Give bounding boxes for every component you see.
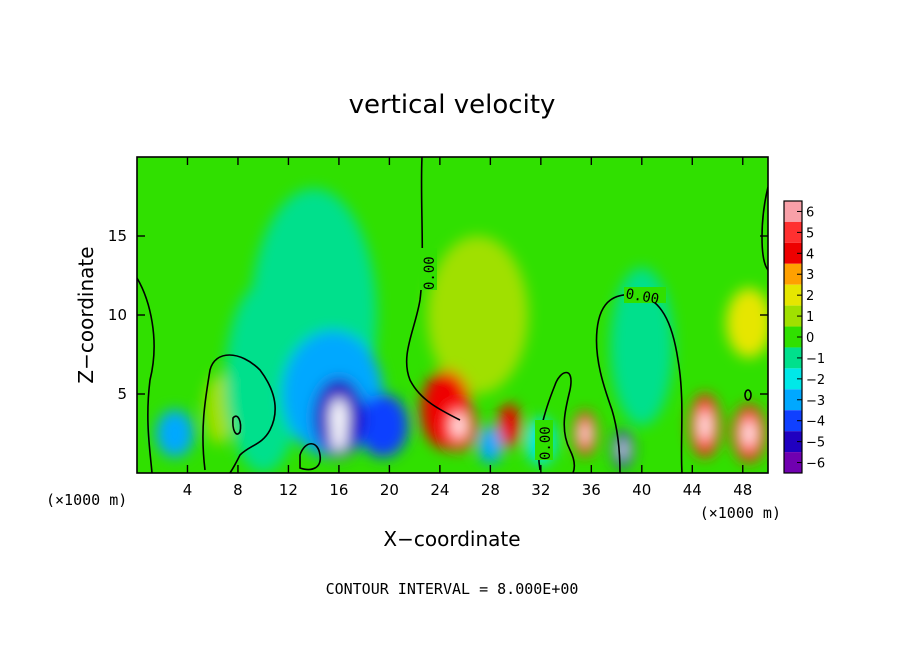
contour-labels: 0.00 0.00 0.00 <box>419 248 666 460</box>
x-unit-left: (×1000 m) <box>46 491 127 509</box>
zero-contour-left <box>137 277 155 473</box>
colorbar-label: −4 <box>806 415 825 430</box>
x-tick-label: 24 <box>430 481 449 499</box>
colorbar-swatch <box>784 347 802 369</box>
colorbar-label: 6 <box>806 205 814 220</box>
contour-label-2: 0.00 <box>624 286 660 308</box>
heatmap-cell-core <box>452 412 465 439</box>
heatmap-cell <box>497 403 521 448</box>
colorbar-label: 0 <box>806 331 814 346</box>
colorbar-swatch <box>784 368 802 390</box>
heatmap-cell <box>427 236 529 394</box>
x-tick-label: 16 <box>329 481 348 499</box>
zero-contour-small-1 <box>299 442 322 471</box>
chart-title: vertical velocity <box>349 90 556 120</box>
colorbar-label: −2 <box>806 373 825 388</box>
colorbar-swatch <box>784 431 802 453</box>
heatmap-cell-core <box>619 439 627 459</box>
contour-label-1: 0.00 <box>422 256 438 290</box>
heatmap-cell <box>155 409 194 458</box>
colorbar-swatch <box>784 284 802 306</box>
y-axis-label: Z−coordinate <box>74 246 98 383</box>
x-tick-label: 48 <box>733 481 752 499</box>
heatmap-cell-core <box>743 419 755 448</box>
heatmap-cell-core <box>336 424 342 443</box>
colorbar-label: −5 <box>806 436 825 451</box>
zero-contour-b <box>537 371 576 473</box>
x-tick-label: 20 <box>380 481 399 499</box>
zero-contour-a <box>202 354 276 473</box>
heatmap-cell-core <box>699 409 711 442</box>
colorbar-label: 4 <box>806 247 814 262</box>
colorbar-swatch <box>784 389 802 411</box>
y-tick-label: 15 <box>108 227 127 245</box>
x-tick-label: 12 <box>279 481 298 499</box>
colorbar-label: 5 <box>806 226 814 241</box>
colorbar-label: −6 <box>806 457 825 472</box>
colorbar-swatch <box>784 263 802 285</box>
contour-label-3: 0.00 <box>538 426 554 460</box>
x-tick-label: 28 <box>481 481 500 499</box>
x-tick-label: 36 <box>582 481 601 499</box>
colorbar-label: −3 <box>806 394 825 409</box>
zero-contour-right <box>761 186 768 271</box>
x-unit-right: (×1000 m) <box>700 504 781 522</box>
x-tick-label: 32 <box>531 481 550 499</box>
heatmap-cell <box>610 267 674 426</box>
zero-contour-center <box>405 157 461 421</box>
heatmap-cell <box>477 425 503 464</box>
zero-contour-c <box>595 293 683 473</box>
x-tick-label: 8 <box>233 481 243 499</box>
colorbar-swatch <box>784 305 802 327</box>
zero-contour-small-2 <box>232 415 242 435</box>
colorbar-swatch <box>784 242 802 264</box>
contour-interval-note: CONTOUR INTERVAL = 8.000E+00 <box>326 580 579 598</box>
colorbar-label: 1 <box>806 310 814 325</box>
x-axis-label: X−coordinate <box>383 527 520 551</box>
x-tick-label: 44 <box>683 481 702 499</box>
colorbar-label: 3 <box>806 268 814 283</box>
colorbar-swatch <box>784 221 802 243</box>
y-tick-label: 5 <box>117 385 127 403</box>
x-tick-label: 40 <box>632 481 651 499</box>
heatmap-cell-core <box>581 422 589 445</box>
colorbar-swatch <box>784 326 802 348</box>
y-tick-label: 10 <box>108 306 127 324</box>
heatmap-cell <box>357 394 409 458</box>
colorbar-label: −1 <box>806 352 825 367</box>
colorbar-swatch <box>784 410 802 432</box>
heatmap-cell <box>726 288 768 358</box>
x-tick-label: 4 <box>183 481 193 499</box>
colorbar-label: 2 <box>806 289 814 304</box>
colorbar-swatch <box>784 201 802 222</box>
colorbar: 6 5 4 3 2 1 0 −1 −2 −3 −4 −5 −6 <box>783 200 825 474</box>
contour-max-ring <box>744 389 752 401</box>
colorbar-swatch <box>784 452 802 473</box>
